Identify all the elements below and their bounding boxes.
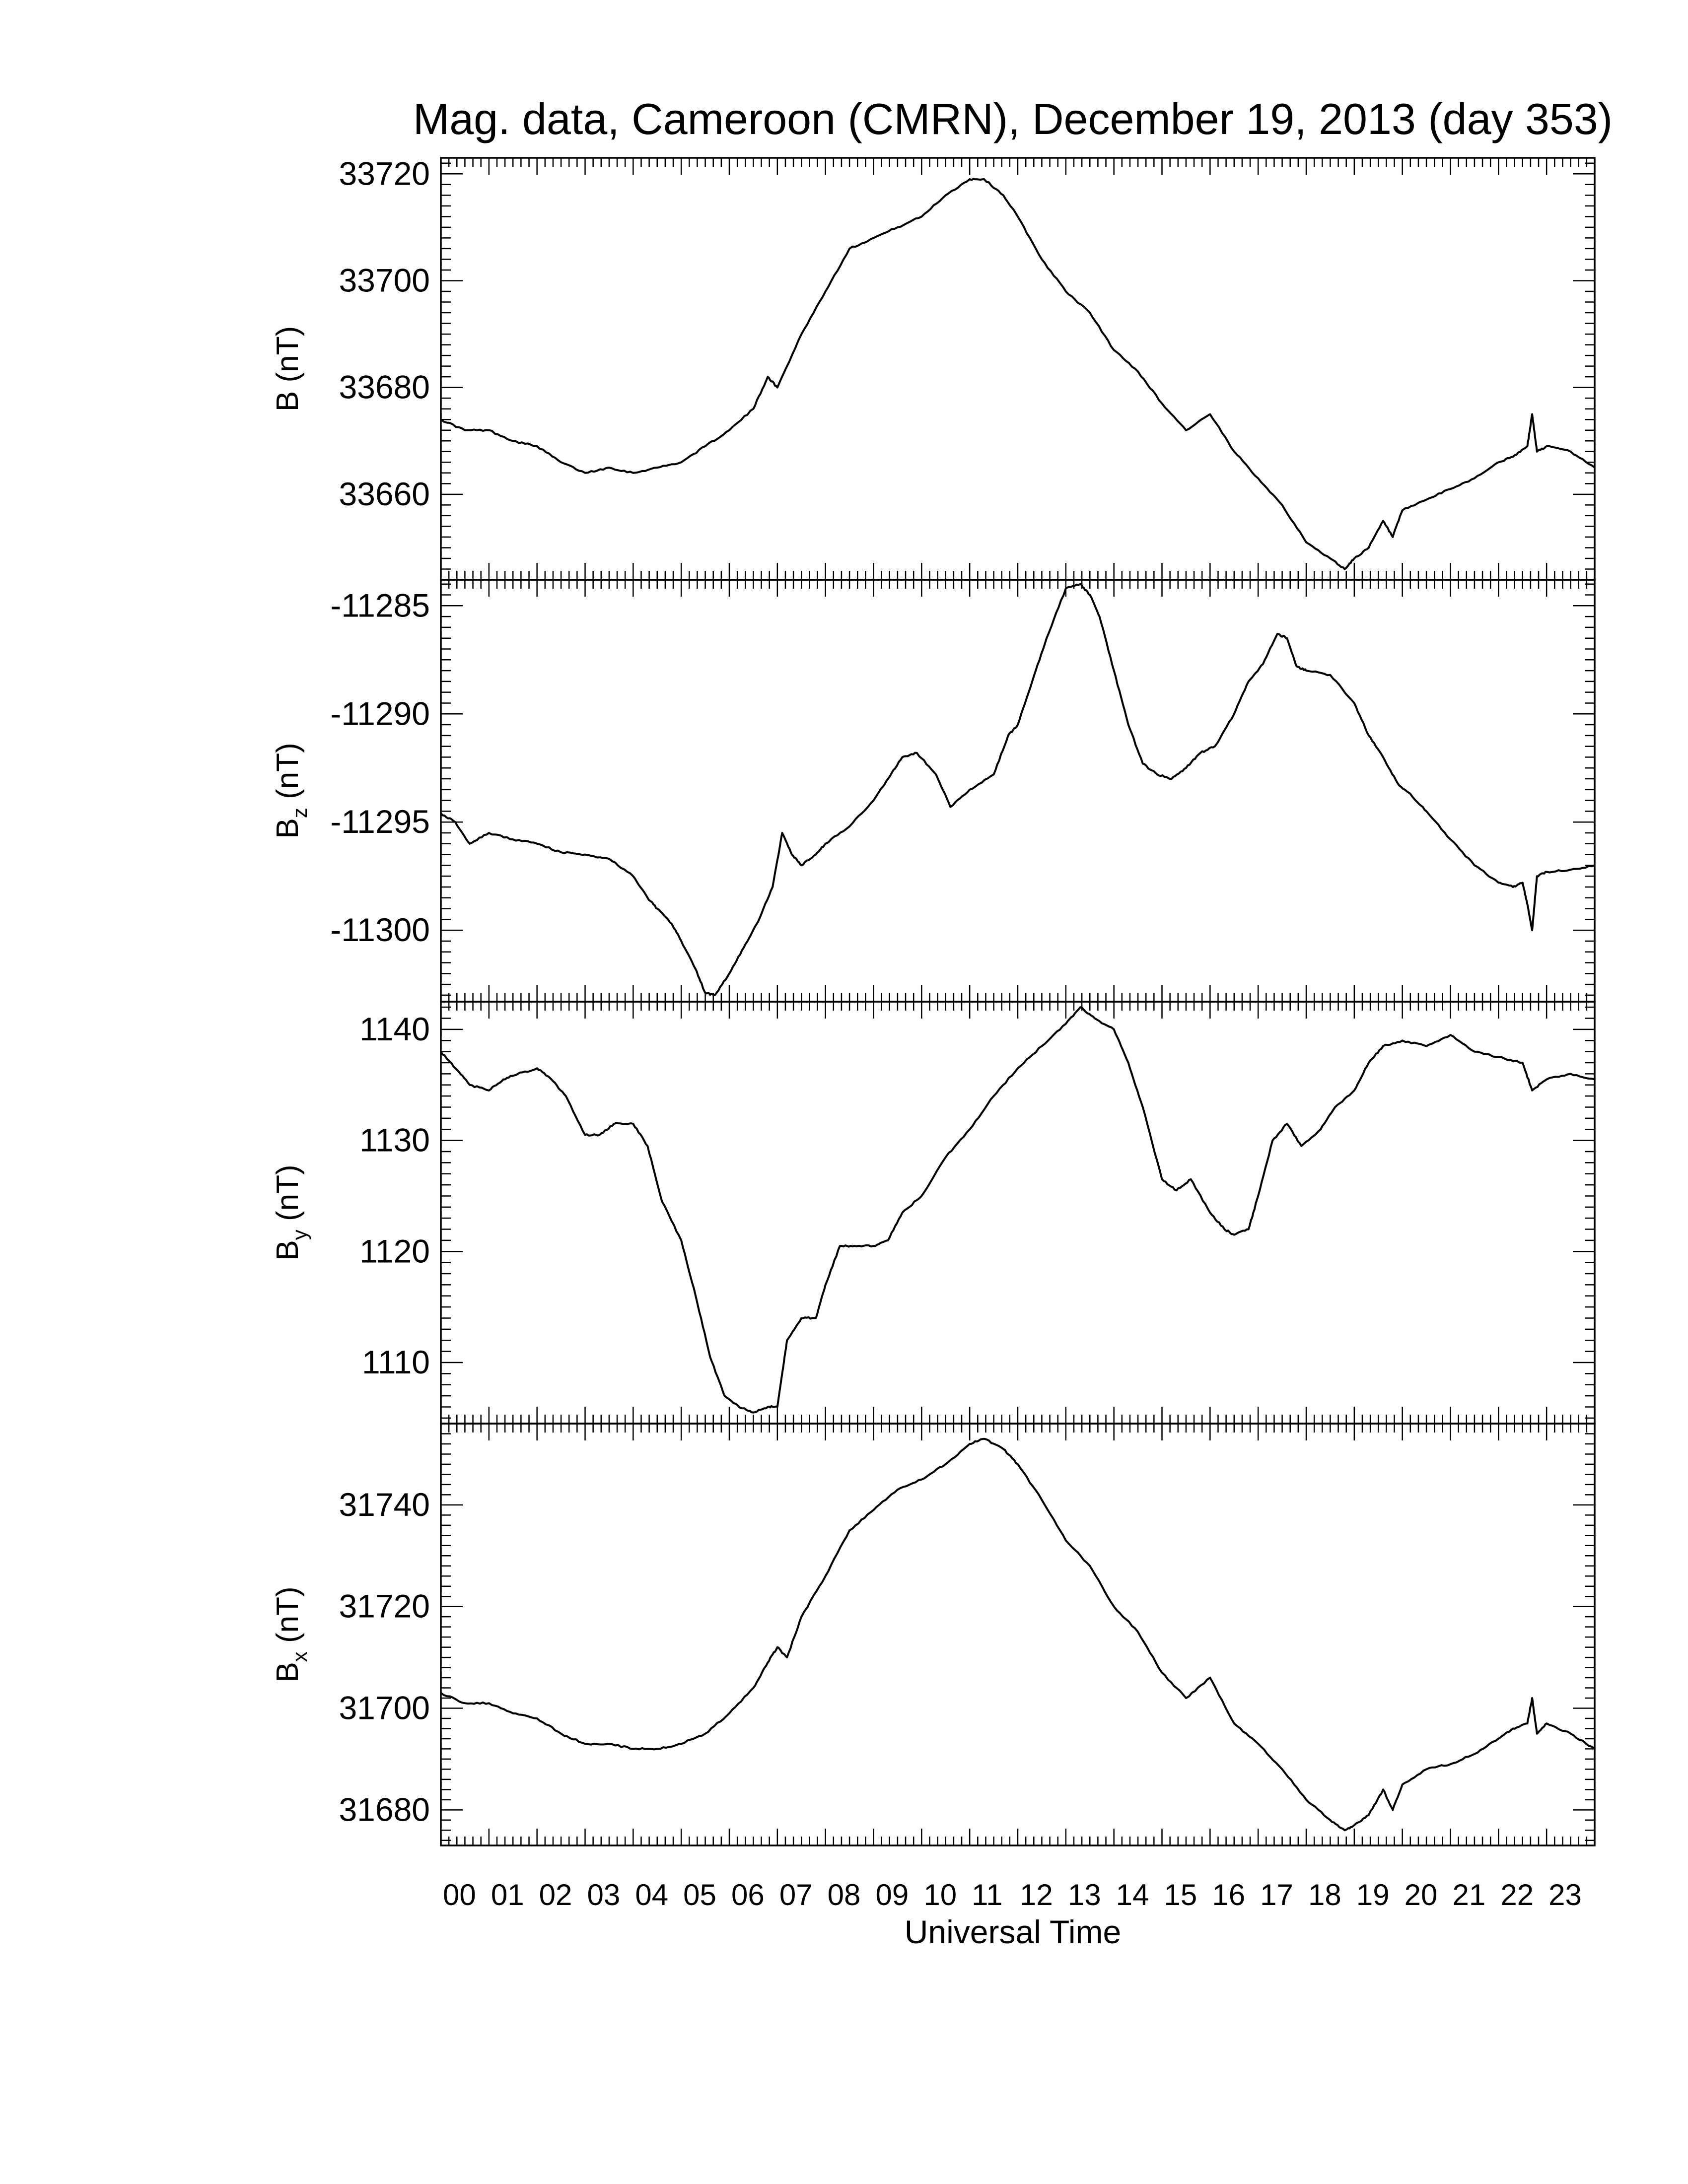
y-tick-label: 31740 <box>339 1486 430 1523</box>
x-tick-label: 04 <box>635 1878 668 1911</box>
y-axis-label-main: B <box>271 1662 305 1682</box>
x-tick-label: 03 <box>587 1878 621 1911</box>
y-axis-label-subscript: z <box>288 808 311 818</box>
y-axis-label-main: B <box>271 818 305 838</box>
y-tick-label: -11285 <box>330 587 430 623</box>
y-tick-label: -11290 <box>330 695 430 732</box>
x-tick-label: 15 <box>1164 1878 1197 1911</box>
y-tick-label: 33700 <box>339 262 430 298</box>
y-axis-label-unit: (nT) <box>271 743 305 808</box>
x-axis-tick-labels: 00 01 02 03 04 05 06 07 08 09 10 11 12 13 14 15 16 17 18 19… <box>443 1878 1582 1911</box>
x-tick-label: 10 <box>923 1878 957 1911</box>
y-tick-label: 33680 <box>339 369 430 406</box>
y-tick-label: 1120 <box>359 1232 430 1269</box>
chart-title: Mag. data, Cameroon (CMRN), December 19,… <box>413 94 1613 143</box>
x-tick-label: 12 <box>1020 1878 1053 1911</box>
x-tick-label: 18 <box>1308 1878 1341 1911</box>
panel-bz: -11300 -11295 -11290 -11285 Bz (nT) <box>271 579 1596 1003</box>
y-tick-label: -11300 <box>330 911 430 948</box>
y-axis-label-bx: Bx (nT) <box>271 1586 311 1682</box>
y-axis-label-main: B <box>271 1240 305 1260</box>
x-tick-label: 06 <box>731 1878 765 1911</box>
series-line-b <box>440 178 1596 570</box>
x-tick-label: 21 <box>1453 1878 1486 1911</box>
panel-bx: 31680 31700 31720 31740 Bx (nT) <box>271 1423 1596 1846</box>
panel-by: 1110 1120 1130 1140 By (nT) <box>271 1001 1596 1425</box>
x-tick-label: 00 <box>443 1878 476 1911</box>
y-axis-label-b: B (nT) <box>271 326 305 411</box>
x-tick-label: 19 <box>1356 1878 1390 1911</box>
x-tick-label: 16 <box>1212 1878 1245 1911</box>
y-tick-label: 1110 <box>362 1344 430 1380</box>
y-axis-label-unit: (nT) <box>271 1586 305 1651</box>
x-tick-label: 23 <box>1548 1878 1582 1911</box>
y-axis-label-by: By (nT) <box>271 1164 311 1260</box>
panel-b: 33660 33680 33700 33720 B (nT) <box>271 155 1596 581</box>
y-axis-label-subscript: x <box>288 1651 311 1662</box>
x-tick-label: 07 <box>779 1878 813 1911</box>
x-tick-label: 17 <box>1260 1878 1293 1911</box>
x-tick-label: 14 <box>1116 1878 1149 1911</box>
y-tick-label: 33660 <box>339 476 430 512</box>
y-tick-label: 1130 <box>359 1122 430 1159</box>
y-tick-label: 31680 <box>339 1791 430 1828</box>
y-axis-label-unit: (nT) <box>271 326 305 391</box>
y-axis-label-bz: Bz (nT) <box>271 743 311 838</box>
x-tick-label: 05 <box>683 1878 716 1911</box>
x-tick-label: 11 <box>972 1878 1002 1911</box>
x-tick-label: 22 <box>1500 1878 1534 1911</box>
x-tick-label: 02 <box>539 1878 572 1911</box>
series-line-bx <box>440 1437 1596 1832</box>
x-tick-label: 01 <box>491 1878 524 1911</box>
y-tick-label: -11295 <box>330 803 430 840</box>
y-axis-label-main: B <box>271 391 305 411</box>
x-tick-label: 20 <box>1405 1878 1438 1911</box>
y-axis-label-subscript: y <box>288 1229 311 1240</box>
y-tick-label: 31700 <box>339 1689 430 1726</box>
y-tick-label: 31720 <box>339 1588 430 1625</box>
series-line-bz <box>440 583 1595 997</box>
y-tick-label: 1140 <box>359 1011 430 1047</box>
series-line-by <box>440 1006 1595 1414</box>
y-tick-label: 33720 <box>339 155 430 192</box>
x-tick-label: 09 <box>876 1878 909 1911</box>
x-tick-label: 08 <box>828 1878 861 1911</box>
y-axis-label-unit: (nT) <box>271 1164 305 1229</box>
x-tick-label: 13 <box>1068 1878 1101 1911</box>
x-axis-label: Universal Time <box>905 1913 1121 1950</box>
